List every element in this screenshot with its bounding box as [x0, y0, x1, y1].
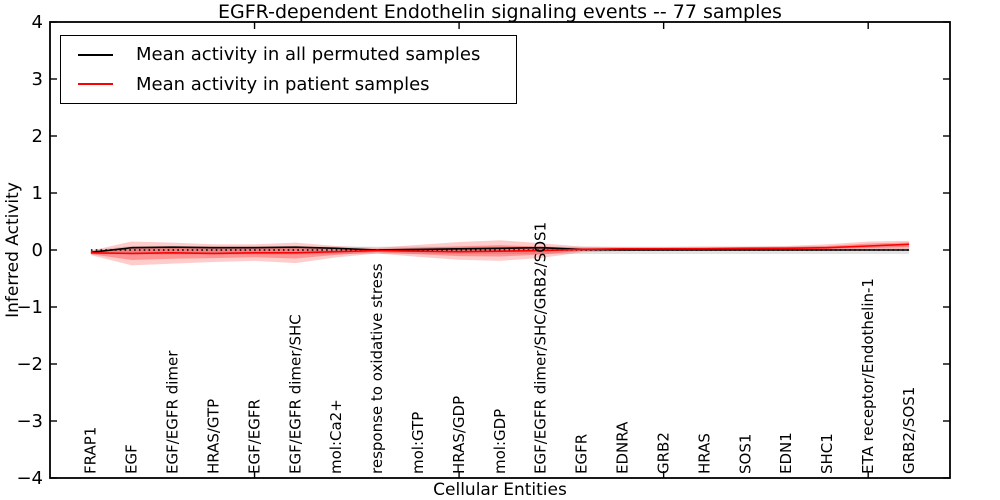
x-tick-label: EDNRA [614, 421, 632, 474]
y-tick-label: −3 [16, 411, 43, 432]
y-axis-label: Inferred Activity [3, 182, 23, 318]
x-tick-label: EGF/EGFR [245, 399, 263, 474]
x-tick-label: mol:Ca2+ [327, 399, 345, 474]
x-tick-label: SHC1 [818, 433, 836, 474]
x-tick-label: mol:GDP [491, 409, 509, 474]
legend-item: Mean activity in patient samples [61, 74, 516, 95]
x-tick-label: HRAS/GTP [204, 399, 222, 474]
x-tick-label: response to oxidative stress [368, 263, 386, 474]
x-tick-label: HRAS [695, 433, 713, 474]
x-tick-label: mol:GTP [409, 412, 427, 474]
x-tick-label: EGF/EGFR dimer/SHC/GRB2/SOS1 [532, 222, 550, 474]
y-tick-label: 0 [32, 240, 43, 261]
legend: Mean activity in all permuted samples Mea… [60, 35, 517, 104]
x-tick-label: GRB2 [654, 432, 672, 474]
y-tick-label: −2 [16, 354, 43, 375]
permuted-mean-line [90, 246, 910, 254]
legend-line-swatch [78, 83, 113, 86]
x-tick-label: HRAS/GDP [450, 396, 468, 474]
legend-item: Mean activity in all permuted samples [61, 44, 516, 65]
y-tick-label: −4 [16, 468, 43, 489]
y-tick-label: 2 [32, 126, 43, 147]
x-tick-label: ETA receptor/Endothelin-1 [859, 278, 877, 474]
x-tick-label: FRAP1 [82, 427, 100, 474]
legend-label: Mean activity in patient samples [136, 73, 430, 95]
y-tick-label: 3 [32, 69, 43, 90]
y-tick-label: 1 [32, 183, 43, 204]
x-tick-label: EGFR [573, 434, 591, 474]
x-tick-label: EGF/EGFR dimer/SHC [286, 314, 304, 474]
patient-mean-line [90, 243, 910, 255]
x-tick-label: GRB2/SOS1 [900, 387, 918, 474]
x-tick-label: EGF/EGFR dimer [164, 350, 182, 474]
x-tick-label: EGF [123, 444, 141, 474]
legend-line-swatch [78, 53, 113, 56]
x-axis-label: Cellular Entities [433, 480, 567, 500]
y-tick-label: −1 [16, 297, 43, 318]
legend-label: Mean activity in all permuted samples [136, 44, 481, 66]
y-tick-label: 4 [32, 12, 43, 33]
x-tick-label: EDN1 [777, 432, 795, 474]
x-tick-label: SOS1 [736, 434, 754, 474]
chart-title: EGFR-dependent Endothelin signaling even… [218, 1, 782, 23]
